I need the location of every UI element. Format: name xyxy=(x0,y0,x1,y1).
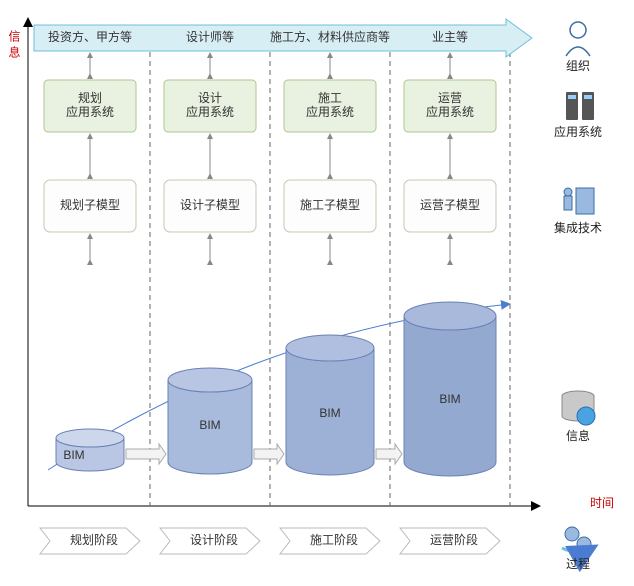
model-label-3: 运营子模型 xyxy=(420,198,480,212)
org-label-3: 业主等 xyxy=(432,30,468,44)
row-label-org: 组织 xyxy=(566,59,590,73)
org-label-1: 设计师等 xyxy=(186,30,234,44)
cyl-arrow-2 xyxy=(376,444,402,464)
phase-label-1: 设计阶段 xyxy=(190,532,238,547)
phase-label-2: 施工阶段 xyxy=(310,532,358,547)
app-label-3-0: 运营 xyxy=(438,91,462,105)
app-label-3-1: 应用系统 xyxy=(426,104,474,119)
phase-label-3: 运营阶段 xyxy=(430,532,478,547)
model-label-2: 施工子模型 xyxy=(300,198,360,212)
app-label-1-1: 应用系统 xyxy=(186,104,234,119)
person-head-icon xyxy=(570,22,586,38)
cyl-label-1: BIM xyxy=(199,418,220,432)
app-label-2-0: 施工 xyxy=(318,91,342,105)
app-label-1-0: 设计 xyxy=(198,91,222,105)
phase-label-0: 规划阶段 xyxy=(70,532,118,547)
rack-icon xyxy=(576,188,594,214)
gear-icon-1 xyxy=(565,527,579,541)
globe-icon xyxy=(577,407,595,425)
y-axis-label: 信息 xyxy=(6,30,23,62)
app-label-0-0: 规划 xyxy=(78,90,102,105)
cyl-arrow-0 xyxy=(126,444,166,464)
cyl-label-3: BIM xyxy=(439,392,460,406)
model-label-0: 规划子模型 xyxy=(60,197,120,212)
cyl-label-2: BIM xyxy=(319,406,340,420)
org-label-0: 投资方、甲方等 xyxy=(48,29,132,44)
row-label-tech: 集成技术 xyxy=(554,220,602,235)
cyl-top-0 xyxy=(56,429,124,447)
org-label-2: 施工方、材料供应商等 xyxy=(270,29,390,44)
row-label-info: 信息 xyxy=(566,428,590,443)
app-label-2-1: 应用系统 xyxy=(306,104,354,119)
row-label-proc: 过程 xyxy=(566,556,590,571)
app-label-0-1: 应用系统 xyxy=(66,104,114,119)
row-label-app: 应用系统 xyxy=(554,124,602,139)
cyl-top-3 xyxy=(404,302,496,330)
cyl-label-0: BIM xyxy=(63,448,84,462)
x-axis-label: 时间 xyxy=(590,494,614,511)
cyl-arrow-1 xyxy=(254,444,284,464)
cyl-top-1 xyxy=(168,368,252,392)
cyl-top-2 xyxy=(286,335,374,361)
diagram-canvas: 投资方、甲方等设计师等施工方、材料供应商等业主等规划应用系统规划子模型设计应用系… xyxy=(0,0,634,583)
tech-person-icon xyxy=(564,188,572,196)
model-label-1: 设计子模型 xyxy=(180,198,240,212)
person-body-icon xyxy=(566,47,590,56)
